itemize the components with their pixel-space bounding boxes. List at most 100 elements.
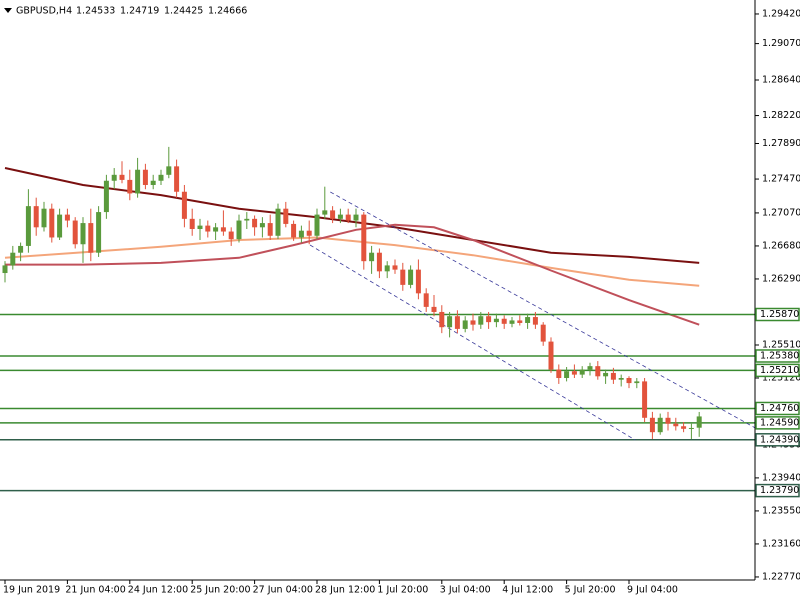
candle-body	[587, 366, 593, 370]
candle-body	[665, 417, 671, 424]
candle-body	[353, 214, 359, 221]
candle-body	[517, 320, 523, 323]
level-label-box	[755, 433, 800, 447]
candle-body	[49, 208, 55, 238]
x-tick-label: 1 Jul 20:00	[377, 585, 428, 596]
candle-body	[392, 265, 398, 270]
high-price: 1.24719	[120, 6, 159, 17]
y-tick-label: 1.26680	[762, 240, 800, 251]
candle-body	[423, 293, 429, 307]
candle-body	[142, 169, 148, 185]
candle-body	[174, 166, 180, 192]
x-tick-label: 3 Jul 04:00	[440, 585, 491, 596]
candle-body	[80, 223, 86, 245]
candle-body	[478, 316, 484, 325]
candle-body	[150, 180, 156, 185]
candle-body	[267, 223, 273, 236]
candle-body	[88, 223, 94, 253]
y-tick-label: 1.26290	[762, 273, 800, 284]
level-label-box	[755, 416, 800, 430]
candle-body	[330, 210, 336, 219]
candle-body	[337, 214, 343, 219]
candle-body	[197, 225, 203, 230]
candle-body	[579, 369, 585, 375]
candle-body	[259, 223, 265, 228]
level-label: 1.25380	[760, 350, 799, 361]
candle-body	[470, 320, 476, 325]
candle-body	[25, 206, 31, 246]
moving-average	[5, 223, 700, 326]
candle-body	[415, 269, 421, 294]
candle-body	[298, 230, 304, 238]
candle-body	[220, 227, 226, 232]
candle-body	[696, 416, 702, 428]
candle-body	[439, 311, 445, 328]
candle-body	[213, 227, 219, 232]
candle-body	[72, 220, 78, 245]
level-label: 1.24590	[760, 417, 799, 428]
candle-body	[96, 212, 102, 253]
x-tick-label: 25 Jun 20:00	[190, 585, 250, 596]
candle-body	[345, 214, 351, 221]
candle-body	[41, 208, 47, 228]
candle-body	[127, 179, 133, 194]
candle-body	[462, 320, 468, 329]
x-tick-label: 21 Jun 04:00	[65, 585, 125, 596]
y-tick-label: 1.27470	[762, 174, 800, 185]
candle-body	[657, 417, 663, 433]
candle-body	[564, 371, 570, 379]
level-label-box	[755, 363, 800, 378]
level-label: 1.24390	[760, 434, 799, 445]
candle-body	[556, 369, 562, 379]
candle-body	[626, 378, 632, 384]
candle-body	[431, 306, 437, 312]
candle-body	[400, 269, 406, 285]
candle-body	[681, 426, 687, 429]
y-tick-label: 1.27890	[762, 138, 800, 149]
level-label: 1.24760	[760, 403, 799, 414]
candle-body	[384, 265, 390, 272]
x-tick-label: 27 Jun 04:00	[253, 585, 313, 596]
candle-body	[228, 231, 234, 240]
candle-body	[166, 166, 172, 175]
candle-body	[135, 169, 141, 194]
y-tick-label: 1.22770	[762, 571, 800, 582]
symbol: GBPUSD,H4	[16, 6, 72, 17]
y-tick-label: 1.23940	[762, 472, 800, 483]
candle-body	[649, 417, 655, 433]
candle-body	[158, 174, 164, 181]
x-tick-label: 5 Jul 20:00	[565, 585, 616, 596]
y-tick-label: 1.25120	[762, 373, 800, 384]
candle-body	[252, 218, 258, 228]
candle-body	[291, 223, 297, 238]
candle-body	[595, 366, 601, 377]
y-tick-label: 1.23160	[762, 538, 800, 549]
moving-average	[4, 236, 700, 287]
candle-body	[642, 381, 648, 418]
open-price: 1.24533	[76, 6, 115, 17]
candle-body	[244, 218, 250, 221]
y-tick-label: 1.29070	[762, 38, 800, 49]
candle-body	[314, 214, 320, 236]
x-tick-label: 19 Jun 2019	[3, 585, 60, 596]
x-tick-label: 9 Jul 04:00	[627, 585, 678, 596]
level-label-box	[755, 307, 800, 322]
y-tick-label: 1.27070	[762, 207, 800, 218]
plot-area	[0, 146, 756, 492]
candle-body	[486, 316, 492, 323]
candle-body	[306, 230, 312, 236]
candle-body	[532, 317, 538, 325]
level-label-box	[755, 401, 800, 416]
candle-body	[181, 191, 187, 219]
candle-body	[376, 252, 382, 272]
candle-body	[634, 381, 640, 384]
candle-body	[64, 214, 70, 221]
close-price: 1.24666	[208, 6, 247, 17]
candle-body	[501, 318, 507, 324]
candle-body	[369, 252, 375, 262]
candle-body	[119, 174, 125, 180]
menu-icon[interactable]	[4, 8, 12, 13]
y-tick-label: 1.28220	[762, 110, 800, 121]
level-label-box	[755, 483, 800, 498]
candle-body	[205, 225, 211, 232]
